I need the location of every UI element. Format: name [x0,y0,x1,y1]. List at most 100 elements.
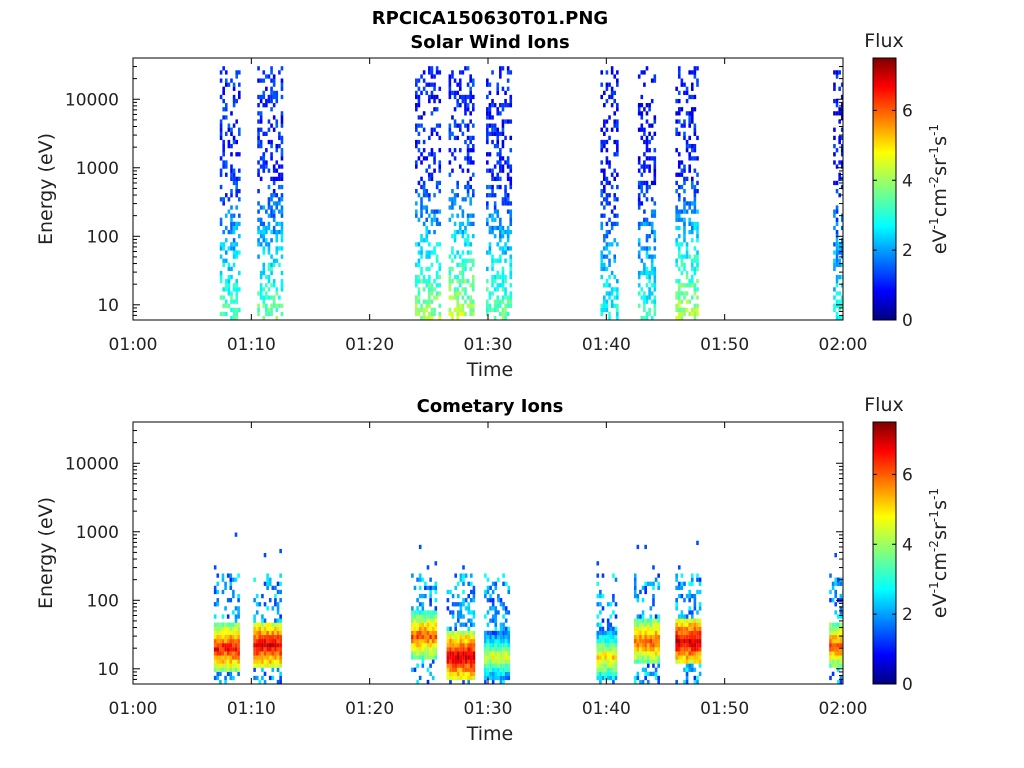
heatmap-cell [600,143,604,149]
heatmap-cell [275,90,279,96]
heatmap-cell [605,82,609,87]
heatmap-cell [831,638,835,644]
heatmap-cell [491,103,494,108]
heatmap-cell [415,209,418,214]
heatmap-cell [415,303,418,308]
heatmap-cell [471,160,475,165]
heatmap-cell [438,283,442,288]
heatmap-cell [454,626,457,631]
heatmap-cell [653,115,657,120]
heatmap-cell [494,647,498,652]
heatmap-cell [637,103,641,108]
heatmap-cell [685,283,689,288]
heatmap-cell [497,638,500,644]
heatmap-cell [637,303,641,308]
heatmap-cell [645,221,649,227]
heatmap-cell [610,66,614,71]
heatmap-cell [275,119,279,124]
heatmap-cell [653,176,657,182]
heatmap-cell [230,221,233,227]
heatmap-cell [491,618,495,623]
heatmap-cell [493,315,497,320]
heatmap-cell [271,634,275,640]
heatmap-cell [488,250,492,255]
heatmap-cell [603,238,606,243]
heatmap-cell [650,229,654,235]
heatmap-cell [844,140,847,144]
heatmap-cell [222,143,225,149]
heatmap-cell [833,303,836,308]
heatmap-cell [461,279,465,284]
heatmap-cell [648,168,651,173]
heatmap-cell [451,638,455,644]
heatmap-cell [680,626,684,631]
heatmap-cell [833,250,836,255]
heatmap-cell [690,107,694,112]
heatmap-cell [690,176,694,182]
heatmap-cell [271,606,275,611]
heatmap-cell [605,86,609,91]
heatmap-cell [648,148,651,153]
heatmap-cell [262,225,266,231]
heatmap-cell [449,630,452,636]
heatmap-cell [685,643,689,648]
heatmap-cell [685,622,689,627]
heatmap-cell [226,614,230,619]
heatmap-cell [609,659,613,664]
heatmap-cell [469,156,472,161]
heatmap-cell [266,630,269,636]
heatmap-cell [219,626,222,631]
heatmap-cell [675,189,678,194]
heatmap-cell [499,311,502,317]
heatmap-cell [494,622,498,627]
heatmap-cell [262,238,266,243]
heatmap-cell [501,279,505,284]
heatmap-cell [457,630,460,636]
heatmap-cell [422,315,426,320]
heatmap-cell [453,94,457,100]
heatmap-cell [837,634,840,640]
heatmap-cell [507,663,511,668]
heatmap-cell [413,643,417,648]
heatmap-cell [650,262,654,267]
heatmap-cell [696,221,699,227]
heatmap-cell [438,221,442,227]
heatmap-cell [834,626,837,631]
heatmap-cell [683,135,686,141]
heatmap-cell [601,651,605,656]
heatmap-cell [501,131,505,136]
heatmap-cell [274,655,277,660]
heatmap-cell [431,618,435,623]
heatmap-cell [501,143,505,149]
heatmap-cell [464,197,467,202]
heatmap-cell [509,258,513,263]
heatmap-cell [451,213,454,218]
heatmap-cell [221,655,225,660]
heatmap-cell [227,279,231,284]
heatmap-cell [489,585,492,591]
heatmap-cell [415,295,418,300]
heatmap-cell [644,643,647,648]
heatmap-cell [453,221,457,227]
heatmap-cell [641,647,645,652]
heatmap-cell [429,671,432,677]
heatmap-cell [221,634,225,640]
heatmap-cell [654,651,658,656]
heatmap-cell [596,671,600,677]
heatmap-cell [605,221,609,227]
heatmap-cell [506,197,510,202]
heatmap-cell [612,675,615,681]
heatmap-cell [644,634,647,640]
heatmap-cell [840,164,843,169]
heatmap-cell [486,663,490,668]
heatmap-cell [840,184,843,190]
heatmap-cell [461,270,465,276]
heatmap-cell [636,643,640,648]
heatmap-cell [633,655,637,660]
heatmap-cell [270,311,273,317]
heatmap-cell [845,647,848,651]
heatmap-cell [428,197,431,202]
heatmap-cell [850,659,853,663]
heatmap-cell [435,283,439,288]
heatmap-cell [270,156,273,161]
